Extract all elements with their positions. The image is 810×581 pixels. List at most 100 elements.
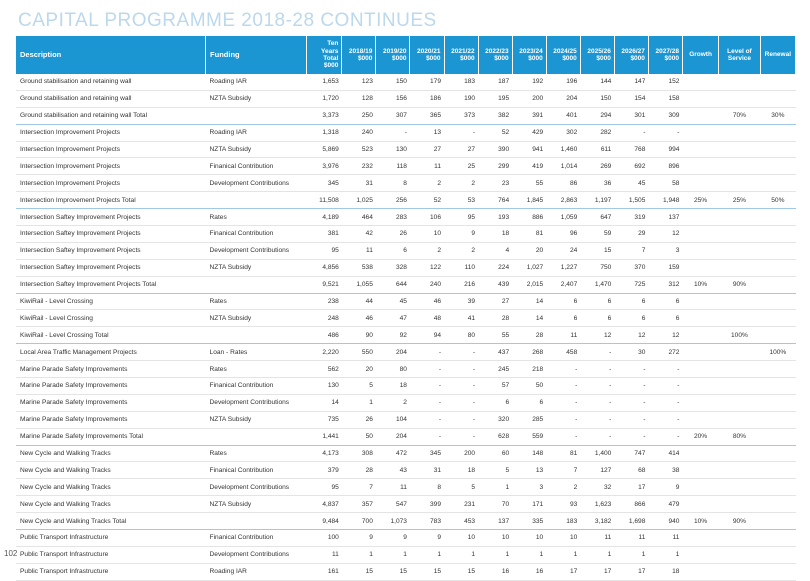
cell-description: Public Transport Infrastructure xyxy=(16,563,206,581)
cell-year-value: 20 xyxy=(341,360,376,379)
cell-funding: Rates xyxy=(205,292,307,311)
cell-growth xyxy=(682,478,719,497)
cell-year-value: - xyxy=(546,360,581,379)
cell-year-value: 256 xyxy=(375,191,410,210)
cell-level-of-service xyxy=(718,546,761,564)
cell-year-value: - xyxy=(648,360,683,379)
cell-renewal xyxy=(760,292,796,311)
cell-year-value: 6 xyxy=(512,394,547,412)
cell-year-value: 204 xyxy=(375,428,410,446)
cell-year-value: 628 xyxy=(478,428,513,446)
cell-renewal xyxy=(760,394,796,412)
cell-year-value: 15 xyxy=(341,563,376,581)
cell-year-value: 240 xyxy=(341,123,376,142)
cell-year-value: 307 xyxy=(375,107,410,125)
header-growth: Growth xyxy=(682,36,720,74)
cell-year-value: - xyxy=(409,360,445,379)
cell-year-value: 216 xyxy=(444,276,479,294)
cell-year-value: 106 xyxy=(409,208,445,227)
cell-year-value: 122 xyxy=(409,259,445,277)
table-total-row: Ground stabilisation and retaining wall … xyxy=(16,107,796,125)
header-year-unit: $000 xyxy=(357,55,373,62)
cell-year-value: 941 xyxy=(512,141,547,159)
cell-growth xyxy=(682,225,719,243)
header-year: 2020/21 $000 xyxy=(409,36,445,74)
header-year: 2022/23 $000 xyxy=(478,36,513,74)
cell-ten-year-total: 486 xyxy=(306,326,342,345)
cell-year-value: 1,073 xyxy=(375,512,410,531)
cell-level-of-service xyxy=(718,157,761,176)
table-row: Marine Parade Safety Improvements NZTA Su… xyxy=(16,411,796,429)
cell-year-value: 11 xyxy=(648,529,683,547)
cell-year-value: 390 xyxy=(478,141,513,159)
cell-year-value: 17 xyxy=(546,563,581,581)
cell-year-value: 31 xyxy=(409,461,445,480)
cell-funding: NZTA Subsidy xyxy=(205,259,307,277)
cell-description: Intersection Saftey Improvement Projects xyxy=(16,259,206,277)
cell-ten-year-total: 5,869 xyxy=(306,141,342,159)
header-year-unit: $000 xyxy=(528,55,543,62)
cell-level-of-service xyxy=(718,529,761,547)
cell-description: New Cycle and Walking Tracks Total xyxy=(16,512,206,531)
cell-year-value: 559 xyxy=(512,428,547,446)
cell-year-value: 158 xyxy=(648,90,683,108)
header-year: 2026/27 $000 xyxy=(614,36,649,74)
cell-level-of-service xyxy=(718,123,761,142)
cell-year-value: 80 xyxy=(444,326,479,345)
cell-year-value: 196 xyxy=(546,74,581,91)
cell-year-value: 104 xyxy=(375,411,410,429)
cell-year-value: 20 xyxy=(512,242,547,260)
cell-growth xyxy=(682,411,719,429)
cell-year-value: 1 xyxy=(375,546,410,564)
cell-year-value: - xyxy=(614,411,649,429)
cell-year-value: 2,407 xyxy=(546,276,581,294)
cell-funding: Rates xyxy=(205,360,307,379)
cell-description: Marine Parade Safety Improvements xyxy=(16,394,206,412)
page-number: 102 xyxy=(4,549,18,558)
cell-year-value: 2,863 xyxy=(546,191,581,210)
cell-year-value: 150 xyxy=(580,90,615,108)
cell-ten-year-total: 1,653 xyxy=(306,74,342,91)
cell-year-value: 187 xyxy=(478,74,513,91)
cell-growth xyxy=(682,208,719,227)
cell-funding: Development Contributions xyxy=(205,478,307,497)
cell-year-value: 15 xyxy=(409,563,445,581)
cell-year-value: 148 xyxy=(512,444,547,463)
cell-ten-year-total: 1,441 xyxy=(306,428,342,446)
cell-year-value: 647 xyxy=(580,208,615,227)
cell-year-value: - xyxy=(444,428,479,446)
cell-year-value: 11 xyxy=(341,242,376,260)
cell-year-value: - xyxy=(444,123,479,142)
cell-year-value: 25 xyxy=(444,157,479,176)
header-year-unit: $000 xyxy=(630,55,645,62)
cell-growth xyxy=(682,259,719,277)
cell-year-value: 30 xyxy=(614,343,649,362)
cell-description: Intersection Improvement Projects xyxy=(16,123,206,142)
cell-renewal: 100% xyxy=(760,343,796,362)
cell-ten-year-total: 3,373 xyxy=(306,107,342,125)
cell-year-value: 2 xyxy=(444,174,479,193)
table-row: Public Transport Infrastructure Roading I… xyxy=(16,563,796,581)
cell-funding: NZTA Subsidy xyxy=(205,141,307,159)
cell-year-value: 547 xyxy=(375,495,410,514)
cell-level-of-service xyxy=(718,309,761,328)
cell-year-value: 764 xyxy=(478,191,513,210)
cell-year-value: 192 xyxy=(512,74,547,91)
header-year: 2025/26 $000 xyxy=(580,36,615,74)
cell-description: KiwiRail - Level Crossing Total xyxy=(16,326,206,345)
cell-year-value: 60 xyxy=(478,444,513,463)
cell-growth xyxy=(682,107,719,125)
cell-level-of-service xyxy=(718,259,761,277)
cell-renewal xyxy=(760,478,796,497)
header-description: Description xyxy=(16,36,207,74)
cell-year-value: 11 xyxy=(580,529,615,547)
cell-year-value: 6 xyxy=(580,292,615,311)
cell-year-value: 17 xyxy=(580,563,615,581)
cell-funding: NZTA Subsidy xyxy=(205,495,307,514)
cell-year-value: 994 xyxy=(648,141,683,159)
cell-year-value: - xyxy=(546,428,581,446)
header-year-label: 2024/25 xyxy=(553,47,577,55)
cell-year-value: 1 xyxy=(341,394,376,412)
cell-year-value: 94 xyxy=(409,326,445,345)
cell-ten-year-total: 11 xyxy=(306,546,342,564)
